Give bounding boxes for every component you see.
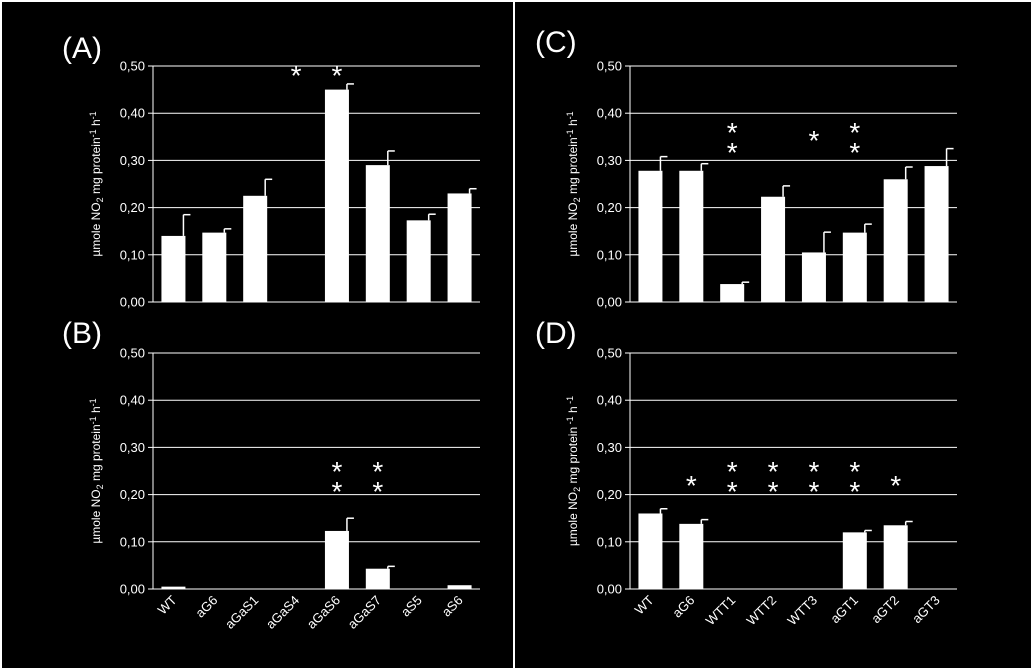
chart-panel-1: (B) 0,00 0,10 0,20 0,30 0,40 0,50 µmole NO2 mg … (62, 317, 480, 632)
bar (883, 525, 908, 589)
chart-panel-0: (A) 0,00 0,10 0,20 0,30 0,40 0,50 µmole NO2 mg … (62, 32, 480, 310)
y-tick-label: 0,50 (120, 346, 145, 361)
chart-panel-3: (D) 0,00 0,10 0,20 0,30 0,40 0,50 µmole NO2 mg … (535, 317, 957, 628)
y-axis-label: µmole NO2 mg protein -1 h -1 (565, 396, 582, 546)
significance-star: * (808, 125, 819, 156)
y-tick-label: 0,10 (597, 247, 622, 262)
x-tick-label: WT (632, 592, 657, 617)
x-tick-label: WTT1 (703, 593, 739, 629)
y-tick-label: 0,10 (120, 247, 145, 262)
y-tick-label: 0,50 (120, 59, 145, 74)
x-tick-label: aGaS1 (222, 593, 261, 632)
y-axis-label: µmole NO2 mg protein-1 h-1 (88, 398, 105, 543)
bar (161, 235, 186, 302)
y-tick-label: 0,00 (597, 295, 622, 310)
bar (243, 195, 268, 302)
y-tick-label: 0,50 (597, 59, 622, 74)
y-tick-label: 0,40 (120, 106, 145, 121)
x-tick-label: aS5 (398, 593, 425, 620)
bar (842, 532, 867, 589)
x-tick-label: WTT2 (744, 593, 780, 629)
y-tick-label: 0,00 (597, 582, 622, 597)
significance-star: * (890, 470, 901, 501)
y-tick-label: 0,20 (120, 200, 145, 215)
bar (638, 513, 663, 589)
bar (924, 166, 949, 302)
significance-star: * (331, 476, 342, 507)
x-tick-label: aGaS4 (263, 593, 302, 632)
y-tick-label: 0,20 (120, 487, 145, 502)
x-tick-label: aG6 (192, 593, 220, 621)
significance-star: * (331, 60, 342, 91)
bar (842, 232, 867, 302)
y-tick-label: 0,50 (597, 346, 622, 361)
significance-star: * (849, 137, 860, 168)
significance-star: * (727, 456, 738, 487)
significance-star: * (808, 456, 819, 487)
bar (447, 193, 472, 302)
significance-star: * (727, 117, 738, 148)
bar (679, 523, 704, 589)
y-axis-label: µmole NO2 mg protein-1 h-1 (88, 111, 105, 256)
significance-star: * (372, 476, 383, 507)
x-tick-label: aS6 (439, 593, 466, 620)
y-tick-label: 0,10 (120, 534, 145, 549)
y-tick-label: 0,30 (597, 153, 622, 168)
x-tick-label: aGT1 (827, 593, 861, 627)
bar (161, 586, 186, 589)
x-tick-label: aGaS6 (304, 593, 343, 632)
bar (720, 284, 745, 302)
significance-star: * (768, 476, 779, 507)
y-tick-label: 0,40 (120, 393, 145, 408)
y-tick-label: 0,10 (597, 534, 622, 549)
x-tick-label: WTT3 (784, 593, 820, 629)
y-tick-label: 0,30 (120, 153, 145, 168)
y-tick-label: 0,30 (120, 440, 145, 455)
bar (365, 568, 390, 589)
bar (365, 165, 390, 302)
bar (447, 585, 472, 589)
y-tick-label: 0,40 (597, 393, 622, 408)
panel-label: (D) (535, 317, 577, 350)
significance-star: * (727, 137, 738, 168)
y-tick-label: 0,30 (597, 440, 622, 455)
significance-star: * (849, 456, 860, 487)
significance-star: * (372, 456, 383, 487)
significance-star: * (331, 456, 342, 487)
bar (202, 232, 227, 302)
significance-star: * (808, 476, 819, 507)
bar (324, 530, 349, 589)
significance-star: * (686, 470, 697, 501)
panels: (A) 0,00 0,10 0,20 0,30 0,40 0,50 µmole NO2 mg … (62, 26, 957, 632)
x-tick-label: aG6 (669, 593, 697, 621)
significance-star: * (291, 60, 302, 91)
x-tick-label: aGT3 (909, 593, 943, 627)
y-tick-label: 0,00 (120, 582, 145, 597)
panel-label: (A) (62, 32, 102, 65)
significance-star: * (849, 117, 860, 148)
significance-star: * (768, 456, 779, 487)
panel-label: (C) (535, 26, 577, 59)
bar (406, 220, 431, 302)
significance-star: * (727, 476, 738, 507)
bar (883, 179, 908, 302)
y-tick-label: 0,20 (597, 200, 622, 215)
y-axis-label: µmole NO2 mg protein-1 h-1 (565, 111, 582, 256)
panel-label: (B) (62, 317, 102, 350)
significance-star: * (849, 476, 860, 507)
x-tick-label: aGaS7 (345, 593, 384, 632)
x-tick-label: WT (155, 592, 180, 617)
y-tick-label: 0,00 (120, 295, 145, 310)
bar (761, 196, 786, 302)
y-tick-label: 0,40 (597, 106, 622, 121)
x-tick-label: aGT2 (868, 593, 902, 627)
bar (679, 170, 704, 302)
bar (638, 170, 663, 302)
bar (324, 89, 349, 302)
chart-panel-2: (C) 0,00 0,10 0,20 0,30 0,40 0,50 µmole NO2 mg … (535, 26, 957, 310)
bar (801, 252, 826, 302)
y-tick-label: 0,20 (597, 487, 622, 502)
